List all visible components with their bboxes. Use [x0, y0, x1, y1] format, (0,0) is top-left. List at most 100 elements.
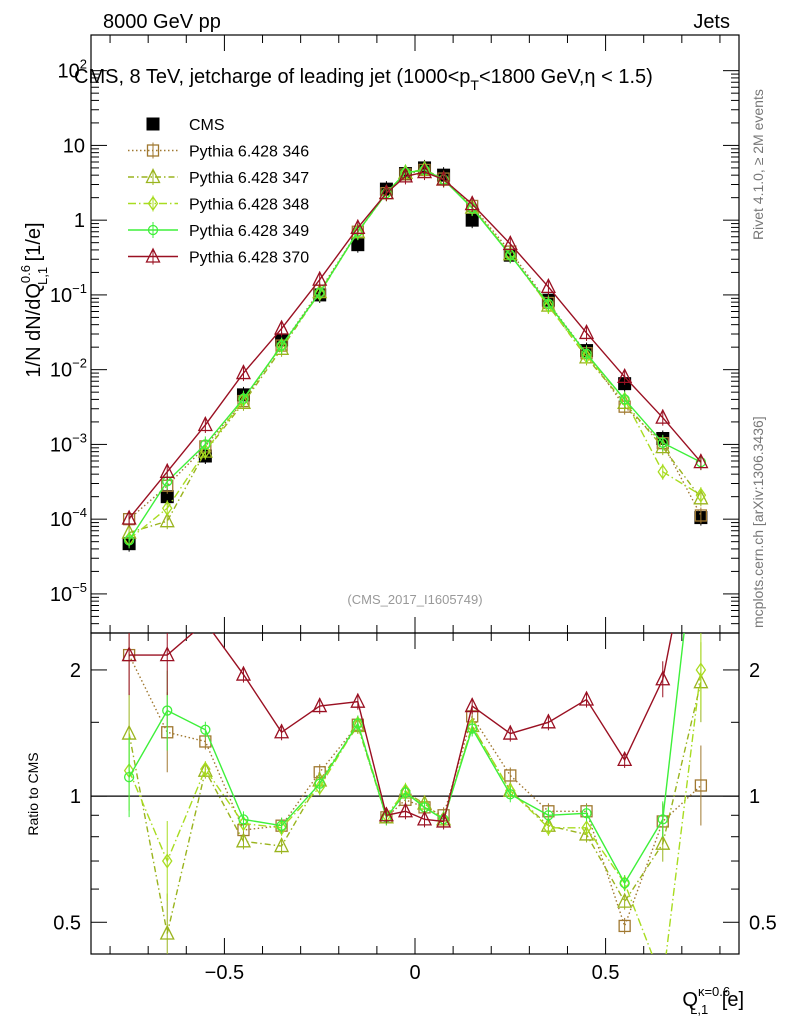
main-point	[312, 270, 328, 286]
ratio-point	[159, 646, 175, 662]
legend-item: Pythia 6.428 347	[128, 168, 309, 187]
legend-marker	[145, 168, 161, 184]
main-point	[200, 443, 211, 459]
main-point	[159, 512, 175, 528]
legend-label: Pythia 6.428 370	[189, 250, 309, 267]
ratio-point	[502, 724, 518, 740]
legend-label: Pythia 6.428 349	[189, 223, 309, 240]
ratio-point	[695, 662, 707, 678]
main-point	[578, 323, 595, 340]
ratio-point	[312, 697, 328, 713]
ratio-point	[655, 834, 671, 850]
legend-item: Pythia 6.428 349	[128, 222, 309, 240]
legend-item: Pythia 6.428 370	[128, 247, 309, 267]
header-left: 8000 GeV pp	[103, 11, 221, 33]
main-point	[121, 509, 137, 525]
legend-marker	[147, 195, 159, 212]
ratio-series-4	[121, 615, 673, 830]
main-point	[416, 163, 433, 179]
ratio-point	[416, 810, 433, 826]
ratio-point	[162, 705, 173, 716]
main-point	[543, 298, 554, 314]
main-ytick-label: 10−4	[50, 505, 87, 531]
main-point	[274, 319, 290, 335]
main-point	[581, 348, 592, 364]
main-point	[693, 453, 709, 469]
legend-label: CMS	[189, 117, 225, 134]
ratio-series-line	[128, 633, 685, 885]
ratio-point	[274, 723, 290, 739]
ratio-point	[276, 820, 287, 831]
ratio-point	[543, 820, 554, 836]
main-point	[581, 348, 592, 359]
ratio-point	[655, 670, 671, 686]
ratio-series-3	[123, 633, 685, 892]
ratio-point	[505, 789, 516, 800]
main-point	[436, 170, 452, 186]
ratio-series-layer	[121, 615, 709, 954]
ratio-point	[159, 924, 175, 940]
x-tick-label: 0.5	[592, 962, 620, 984]
ratio-point	[581, 808, 592, 819]
main-point	[657, 464, 669, 480]
main-point	[540, 277, 556, 294]
ratio-point	[657, 814, 668, 825]
ratio-point	[464, 697, 480, 713]
ratio-ytick-label: 1	[70, 786, 81, 808]
ratio-point	[400, 787, 411, 798]
legend-item: Pythia 6.428 348	[128, 195, 309, 214]
main-series-line	[128, 169, 702, 541]
main-point	[314, 287, 325, 298]
main-point	[200, 439, 211, 450]
main-point	[350, 218, 366, 234]
main-point	[276, 340, 287, 351]
legend-item: CMS	[146, 117, 225, 134]
x-tick-label: 0	[409, 962, 420, 984]
ratio-axes: −0.5 0 0.5 0.5 0.5 1 1 2 2	[53, 633, 777, 984]
main-point	[160, 490, 174, 504]
main-point	[695, 487, 707, 503]
ratio-point	[578, 690, 595, 706]
ratio-point	[235, 665, 252, 681]
main-point	[159, 462, 175, 478]
main-series-3	[123, 161, 707, 548]
ratio-point	[350, 692, 366, 708]
ratio-series-line	[128, 682, 702, 934]
main-series-0	[122, 159, 708, 552]
ratio-point	[543, 810, 554, 821]
ratio-point	[314, 778, 325, 789]
ratio-point	[436, 812, 452, 828]
main-point	[543, 298, 554, 309]
main-point	[655, 408, 671, 424]
ratio-point	[397, 802, 414, 818]
ratio-point	[378, 806, 394, 822]
main-point	[161, 500, 173, 516]
main-series-1	[122, 161, 708, 528]
main-axes: 10−5 10−4 10−3 10−2 10−1 1 10 102	[50, 35, 739, 634]
chart-title: CMS, 8 TeV, jetcharge of leading jet (10…	[74, 66, 653, 93]
ratio-series-line	[128, 669, 702, 954]
rivet-version-label: Rivet 4.1.0, ≥ 2M events	[750, 89, 766, 240]
main-point	[123, 535, 135, 546]
ratio-point	[504, 769, 517, 782]
ratio-point	[467, 723, 478, 734]
main-series-layer	[121, 159, 709, 552]
main-point	[619, 394, 630, 405]
main-point	[657, 437, 668, 448]
ratio-y-axis-label: Ratio to CMS	[25, 752, 41, 835]
main-point	[378, 184, 394, 200]
main-ytick-label: 102	[58, 57, 87, 83]
header-right: Jets	[693, 11, 730, 33]
ratio-ytick-label: 0.5	[53, 912, 81, 934]
analysis-id: (CMS_2017_I1605749)	[347, 592, 482, 607]
ratio-point	[578, 825, 595, 841]
legend-marker	[146, 144, 160, 157]
ratio-point	[161, 853, 173, 869]
legend-marker	[147, 224, 159, 236]
ratio-ytick-label: 2	[70, 660, 81, 682]
ratio-point	[199, 615, 212, 628]
ratio-point	[617, 750, 633, 767]
ratio-series-line	[128, 654, 702, 929]
legend-label: Pythia 6.428 347	[189, 170, 309, 187]
